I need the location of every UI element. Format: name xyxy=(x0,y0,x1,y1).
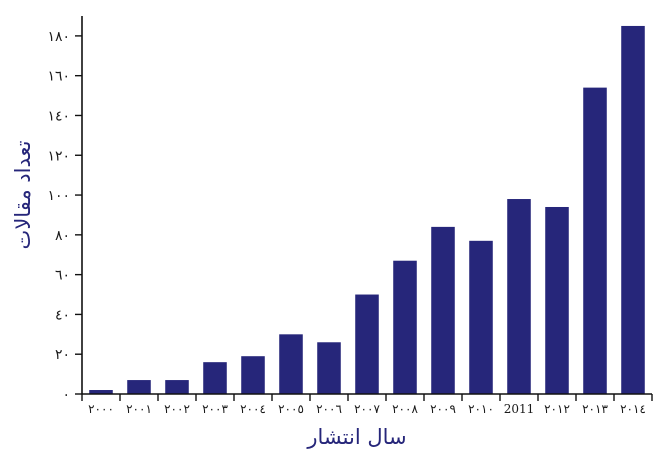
bar xyxy=(583,87,607,395)
y-tick-label: ۱۸۰ xyxy=(47,29,70,45)
x-tick-label: 2011 xyxy=(504,402,535,416)
x-axis-ticks: ۲۰۰۰ ۲۰۰۱ ۲۰۰۲ ۲۰۰۳ ۲۰۰٤ ۲۰۰٥ ۲۰۰٦ ۲۰۰۷ ۲۰۰۸ ۲۰۰۹… xyxy=(81,394,653,416)
bar xyxy=(165,380,189,394)
bar xyxy=(507,199,531,394)
y-tick-label: ۸۰ xyxy=(55,228,70,244)
y-axis-title: تعداد مقالات xyxy=(11,140,35,249)
bar xyxy=(127,380,151,394)
bar xyxy=(545,206,569,394)
y-axis-ticks: ۰ ۲۰ ٤۰ ٦۰ ۸۰ ۱۰۰ ۱۲۰ ۱٤۰ ۱٦۰ ۱۸۰ xyxy=(47,29,82,403)
x-tick-label: ۲۰۰۸ xyxy=(392,402,418,416)
bars xyxy=(89,25,645,395)
x-tick-label: ۲۰۰۳ xyxy=(202,402,228,416)
bar xyxy=(393,260,417,394)
bar xyxy=(317,342,341,394)
x-tick-label: ۲۰۱۰ xyxy=(468,402,494,416)
y-tick-label: ۰ xyxy=(62,387,70,403)
y-tick-label: ٦۰ xyxy=(55,268,70,284)
x-tick-label: ۲۰۱۳ xyxy=(582,402,608,416)
bar xyxy=(203,362,227,394)
y-tick-label: ۱۰۰ xyxy=(47,188,70,204)
x-tick-label: ۲۰۰٥ xyxy=(278,402,304,416)
y-tick-label: ۱٦۰ xyxy=(47,69,70,85)
bar xyxy=(89,390,113,394)
x-tick-label: ۲۰۰٤ xyxy=(240,402,266,416)
x-tick-label: ۲۰۰۰ xyxy=(88,402,114,416)
bar xyxy=(279,334,303,394)
bar xyxy=(355,294,379,394)
x-tick-label: ۲۰۰۹ xyxy=(430,402,456,416)
x-tick-label: ۲۰۰۱ xyxy=(126,402,152,416)
x-tick-label: ۲۰۱٤ xyxy=(620,402,646,416)
bar xyxy=(431,226,455,394)
y-tick-label: ٤۰ xyxy=(55,307,70,323)
x-tick-label: ۲۰۰٦ xyxy=(316,402,342,416)
x-tick-label: ۲۰۰۲ xyxy=(164,402,190,416)
bar xyxy=(469,240,493,394)
bar xyxy=(241,356,265,394)
y-tick-label: ۱۲۰ xyxy=(47,148,70,164)
x-tick-label: ۲۰۱۲ xyxy=(544,402,570,416)
y-tick-label: ۱٤۰ xyxy=(47,108,70,124)
y-tick-label: ۲۰ xyxy=(55,347,70,363)
x-tick-label: ۲۰۰۷ xyxy=(354,402,380,416)
bar xyxy=(621,25,645,394)
x-axis-title: سال انتشار xyxy=(306,425,406,449)
